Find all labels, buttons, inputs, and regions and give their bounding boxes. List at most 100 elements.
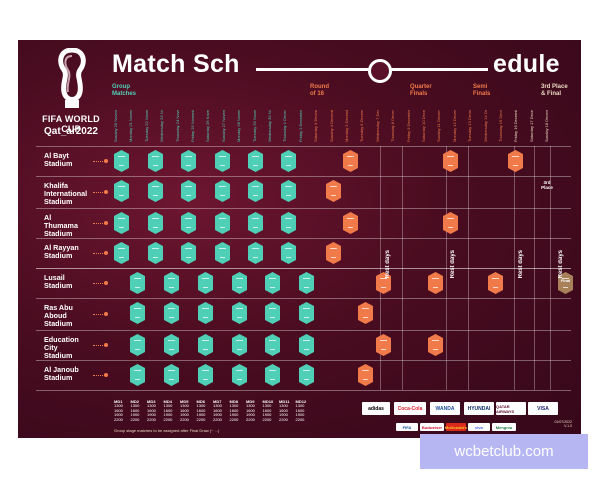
group-match-shape [164,302,179,324]
sponsor-logo: Mengniu [492,423,516,431]
round-of-16-marker [326,242,341,264]
kickoff-column: MD8 1300 1600 1900 2200 [229,399,239,422]
column-divider [380,146,381,390]
round-of-16-marker [343,212,358,234]
semi-final-marker [508,150,523,172]
group-match-marker [232,272,247,294]
group-match-shape [265,334,280,356]
version-note: 01/07/2022 V.1.0 [554,420,572,428]
date-header: Saturday 17 December [529,110,534,142]
sponsor-logo: VISA [528,402,558,415]
date-header: Sunday 27 November [221,110,226,142]
round-of-16-marker [376,272,391,294]
row-divider [36,146,571,147]
date-header: Saturday 10 December [422,110,426,142]
group-match-marker [198,334,213,356]
group-match-marker [248,180,263,202]
date-header: Monday 12 December [452,110,457,142]
group-match-shape [198,302,213,324]
group-match-marker [248,242,263,264]
group-match-shape [181,212,196,234]
round-of-16-marker [358,302,373,324]
stadium-marker-icon [104,343,108,347]
round-of-16-marker [326,180,341,202]
group-match-marker [114,242,129,264]
date-header: Wednesday 7 December [375,110,380,142]
group-match-marker [114,212,129,234]
date-header: Tuesday 29 November [252,110,257,142]
group-match-marker [299,272,314,294]
sponsor-logo: McDonald's [444,423,468,431]
date-header: Thursday 24 November [175,110,180,142]
group-match-marker [148,242,163,264]
kickoff-column: MD7 1300 1600 1900 2200 [213,399,222,422]
stadium-marker-icon [104,251,108,255]
group-match-shape [181,180,196,202]
stadium-name: Al Thumama Stadium [44,213,78,238]
group-match-marker [299,302,314,324]
quarter-final-shape [428,334,443,356]
stadium-connector [93,253,105,255]
kickoff-column: MD3 1300 1600 1900 2200 [147,399,156,422]
final-shape [558,272,573,294]
date-header: Friday 25 November [191,110,195,142]
group-match-shape [248,150,263,172]
group-match-marker [130,302,145,324]
date-header: Sunday 4 December [329,110,334,142]
date-header: Thursday 1 December [283,110,288,142]
date-header: Thursday 8 December [391,110,396,142]
group-match-shape [130,272,145,294]
stadium-marker-icon [104,190,108,194]
sponsor-logo: FIFA [396,423,418,431]
watermark-banner: wcbetclub.com [420,434,588,469]
group-match-shape [248,242,263,264]
stadium-connector [93,161,105,163]
group-match-marker [265,334,280,356]
group-match-marker [232,302,247,324]
kickoff-column: MD10 1300 1600 1900 2200 [262,399,274,422]
group-match-shape [198,364,213,386]
quarter-final-marker [428,334,443,356]
group-match-shape [215,180,230,202]
fifa-world-cup-logo: FIFA WORLD CUP Qat_ar2022 [32,48,110,148]
logo-text-line1: FIFA WORLD CUP [42,114,100,134]
stadium-name: Education City Stadium [44,335,79,360]
quarter-final-marker [443,212,458,234]
date-header: Sunday 11 December [437,110,442,142]
group-match-shape [248,212,263,234]
date-header: Tuesday 6 December [360,110,365,142]
third-place-label: 3rd Place [541,180,553,190]
stadium-marker-icon [104,312,108,316]
group-match-marker [215,150,230,172]
stadium-name: Al Rayyan Stadium [44,243,79,260]
sponsor-logo: vivo [468,423,490,431]
stage-label-round-of-16: Round of 16 [310,84,329,97]
row-divider [36,360,571,361]
group-match-shape [198,334,213,356]
group-match-shape [114,212,129,234]
group-match-marker [164,364,179,386]
group-match-marker [281,212,296,234]
date-header: Wednesday 30 November [268,110,272,142]
round-of-16-marker [376,334,391,356]
date-header: Friday 2 December [298,110,303,142]
group-match-shape [232,364,247,386]
group-match-marker [281,150,296,172]
stadium-connector [93,192,105,194]
sponsor-logo: Budweiser [420,423,444,431]
group-match-shape [299,364,314,386]
stadium-name: Khalifa International Stadium [44,181,88,206]
sponsor-logo: HYUNDAI [464,402,494,415]
page-title-part2: edule [493,50,560,78]
group-match-shape [164,364,179,386]
group-match-marker [164,272,179,294]
group-match-marker [130,272,145,294]
date-header: Wednesday 23 November [160,110,165,142]
stadium-marker-icon [104,159,108,163]
stadium-marker-icon [104,373,108,377]
round-of-16-marker [343,150,358,172]
group-match-marker [148,150,163,172]
group-match-shape [164,272,179,294]
group-match-marker [248,150,263,172]
column-divider [514,146,515,390]
